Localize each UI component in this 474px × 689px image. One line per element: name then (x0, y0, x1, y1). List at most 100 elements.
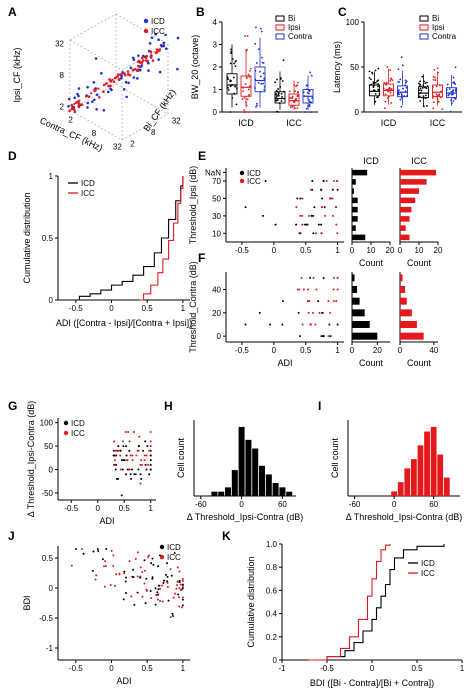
chart-j-point (109, 583, 112, 586)
chart-e-point (333, 180, 336, 183)
chart-k-legend-label: ICD (421, 559, 435, 568)
chart-j-point (104, 560, 107, 563)
chart-f-hist-bar (400, 286, 406, 293)
chart-c-jitter-point (391, 79, 394, 82)
chart-b-jitter-point (254, 42, 257, 45)
chart-f-xtick-label: 0.5 (300, 346, 312, 355)
chart-j-point (157, 565, 160, 568)
chart-j-point (96, 548, 99, 550)
chart-j-point (149, 589, 152, 592)
chart-b-jitter-point (277, 88, 279, 90)
chart-j-point (152, 563, 155, 566)
chart-j-point (94, 578, 97, 581)
chart-g-point (149, 445, 152, 448)
chart-f-point (335, 300, 338, 303)
chart-k-ytick-label: 0.2 (266, 633, 278, 642)
chart-f-point (244, 323, 247, 326)
chart-a-point (129, 66, 133, 70)
chart-j-point (177, 593, 180, 596)
chart-c-jitter-point (401, 64, 404, 67)
chart-c-jitter-point (454, 83, 457, 85)
chart-a-zlabel: Ipsi_CF (kHz) (12, 47, 22, 102)
chart-g-point (130, 468, 133, 471)
chart-f-point (336, 276, 339, 279)
chart-c-jitter-point (384, 100, 387, 103)
chart-e-point (336, 188, 339, 191)
chart-c-jitter-point (422, 105, 425, 108)
chart-j-point (164, 573, 167, 576)
chart-a-point (95, 93, 99, 97)
chart-j-point (123, 570, 126, 573)
chart-e-point (301, 214, 304, 217)
chart-j-point (97, 549, 100, 552)
chart-b-jitter-point (262, 72, 265, 75)
chart-k-xtick-label: -1 (278, 664, 286, 673)
chart-j-point (147, 556, 150, 559)
chart-a-point (94, 57, 98, 60)
chart-i-ylabel: Cell count (330, 437, 340, 478)
chart-g-point (120, 494, 123, 497)
chart-e-point (264, 180, 267, 183)
chart-b-jitter-point (232, 76, 235, 79)
chart-b-jitter-point (229, 80, 232, 83)
chart-g-point (148, 473, 151, 476)
chart-j-point (156, 598, 159, 601)
chart-c-jitter-point (418, 95, 421, 98)
chart-a-point (102, 90, 105, 94)
chart-g-point (125, 454, 128, 457)
chart-f-point (314, 323, 317, 326)
chart-e-hist-bar (352, 225, 356, 231)
chart-a-cube-edge (69, 13, 117, 41)
chart-b-jitter-point (247, 111, 250, 113)
chart-j-ytick-label: 0 (49, 584, 54, 593)
chart-c-jitter-point (370, 78, 372, 81)
chart-f-ytick-label: 0 (217, 332, 222, 341)
chart-f-point (309, 276, 312, 279)
chart-c-jitter-point (452, 89, 455, 92)
chart-e-point (317, 223, 320, 226)
chart-e-point (305, 223, 308, 226)
chart-c-jitter-point (435, 85, 438, 88)
chart-g-point (119, 454, 122, 457)
chart-h-bar (245, 439, 252, 496)
chart-g-point (138, 435, 141, 438)
chart-j-point (181, 598, 184, 601)
chart-a-point (109, 87, 112, 91)
chart-f-ytick-label: 20 (212, 309, 221, 318)
chart-c-jitter-point (383, 82, 386, 84)
chart-a-ytick-label: 32 (172, 116, 181, 125)
chart-b-jitter-point (280, 100, 283, 102)
chart-g-point (135, 454, 138, 457)
chart-j-point (181, 577, 184, 580)
chart-c-jitter-point (419, 83, 421, 86)
chart-j-point (175, 587, 178, 590)
chart-c-jitter-point (405, 86, 408, 89)
chart-j-point (150, 597, 153, 600)
chart-a-point (113, 77, 117, 80)
chart-c-jitter-point (389, 78, 392, 81)
chart-b-jitter-point (247, 73, 250, 76)
chart-a-point (150, 36, 154, 40)
chart-g-point (125, 473, 128, 476)
chart-e-point (308, 214, 311, 217)
chart-k-xtick-label: 0 (370, 664, 375, 673)
chart-b-jitter-point (295, 111, 298, 113)
chart-c-jitter-point (385, 81, 388, 84)
chart-a-point (95, 108, 98, 111)
chart-e-legend-marker (239, 178, 245, 184)
chart-g-point (131, 454, 134, 457)
chart-g-ytick-label: -50 (41, 489, 53, 498)
chart-j-point (166, 562, 169, 565)
chart-k-series-icd (291, 544, 445, 661)
chart-a-cube-edge (69, 39, 123, 71)
chart-j-point (102, 565, 105, 568)
chart-b-jitter-point (257, 111, 259, 113)
chart-a-point (122, 88, 126, 91)
chart-c-jitter-point (419, 87, 422, 90)
chart-c-jitter-point (399, 78, 402, 81)
chart-g-xtick-label: -0.5 (64, 504, 78, 513)
chart-c-jitter-point (400, 56, 403, 59)
